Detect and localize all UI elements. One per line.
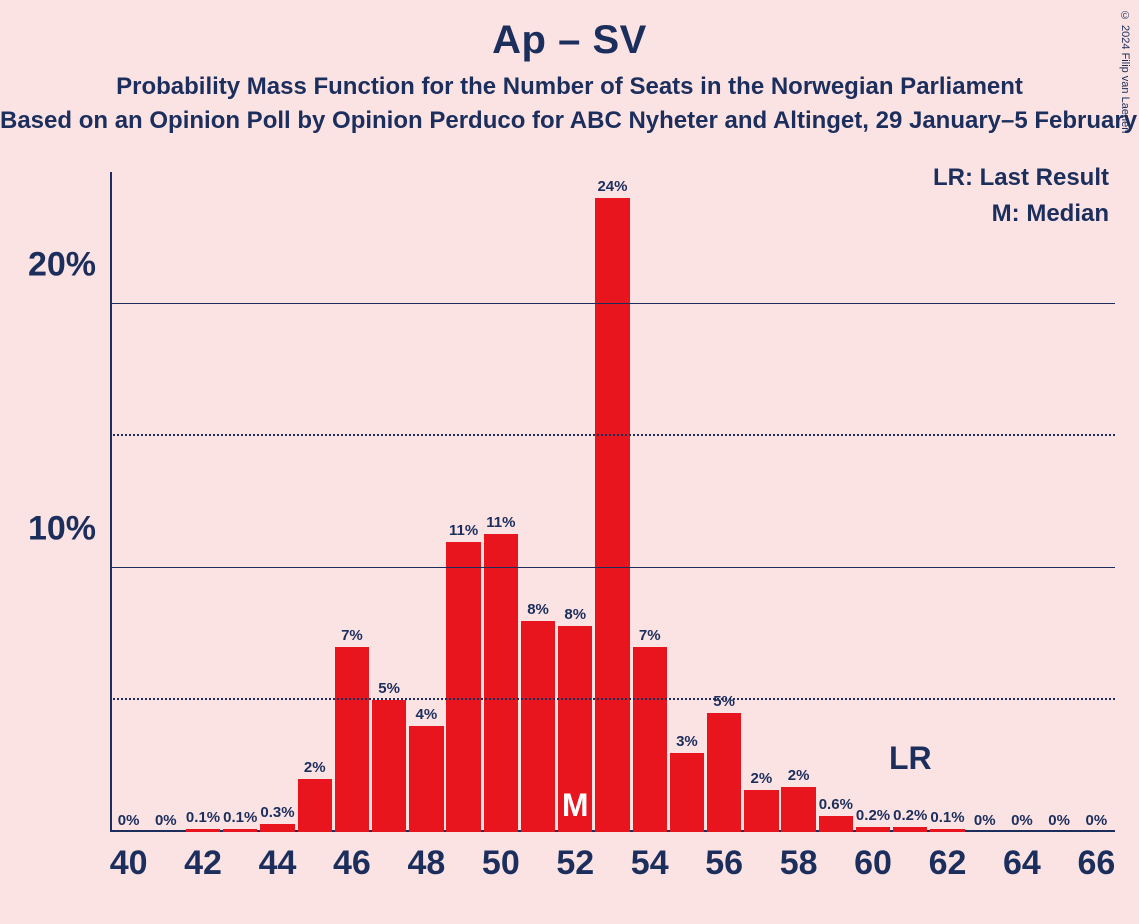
bar-value-label: 11% bbox=[449, 522, 478, 539]
bar: 3% bbox=[670, 753, 704, 832]
bar: 4% bbox=[409, 726, 443, 832]
x-tick-label: 42 bbox=[184, 844, 222, 883]
bar: 11% bbox=[484, 534, 518, 832]
bar: 0.1% bbox=[186, 829, 220, 832]
bar: 0.6% bbox=[819, 816, 853, 832]
bar: 2% bbox=[298, 779, 332, 832]
bar-value-label: 0% bbox=[1048, 812, 1070, 829]
copyright-text: © 2024 Filip van Laenen bbox=[1119, 10, 1131, 133]
bar: 7% bbox=[633, 647, 667, 832]
bar-value-label: 11% bbox=[486, 514, 515, 531]
x-tick-label: 52 bbox=[556, 844, 594, 883]
grid-minor bbox=[110, 434, 1115, 436]
y-tick-label: 10% bbox=[28, 510, 110, 549]
bars-container: 0%0%0.1%0.1%0.3%2%7%5%4%11%11%8%8%M24%7%… bbox=[110, 172, 1115, 832]
x-tick-label: 62 bbox=[929, 844, 967, 883]
x-tick-label: 64 bbox=[1003, 844, 1041, 883]
bar-value-label: 24% bbox=[597, 178, 627, 195]
bar-value-label: 0% bbox=[155, 812, 177, 829]
bar-value-label: 0% bbox=[1086, 812, 1108, 829]
bar: 8% bbox=[521, 621, 555, 832]
chart-subtitle: Probability Mass Function for the Number… bbox=[0, 73, 1139, 101]
bar: 5% bbox=[372, 700, 406, 832]
bar: 24% bbox=[595, 198, 629, 832]
bar-value-label: 0.1% bbox=[186, 809, 220, 826]
bar-value-label: 4% bbox=[416, 706, 438, 723]
x-tick-label: 54 bbox=[631, 844, 669, 883]
bar: 8%M bbox=[558, 626, 592, 832]
bar-value-label: 5% bbox=[378, 680, 400, 697]
bar-value-label: 8% bbox=[527, 601, 549, 618]
bar-value-label: 2% bbox=[304, 759, 326, 776]
last-result-marker: LR bbox=[889, 740, 932, 777]
bar: 0.3% bbox=[260, 824, 294, 832]
x-tick-label: 66 bbox=[1077, 844, 1115, 883]
bar: 2% bbox=[744, 790, 778, 832]
y-tick-label: 20% bbox=[28, 246, 110, 285]
median-marker: M bbox=[562, 787, 589, 824]
chart-title: Ap – SV bbox=[0, 18, 1139, 63]
bar-value-label: 0% bbox=[974, 812, 996, 829]
grid-minor bbox=[110, 698, 1115, 700]
chart-area: 0%0%0.1%0.1%0.3%2%7%5%4%11%11%8%8%M24%7%… bbox=[30, 160, 1119, 904]
grid-major bbox=[110, 303, 1115, 304]
bar: 7% bbox=[335, 647, 369, 832]
bar-value-label: 3% bbox=[676, 733, 698, 750]
bar: 5% bbox=[707, 713, 741, 832]
bar-value-label: 0.6% bbox=[819, 796, 853, 813]
grid-major bbox=[110, 567, 1115, 568]
x-tick-label: 48 bbox=[407, 844, 445, 883]
bar-value-label: 8% bbox=[564, 606, 586, 623]
x-tick-label: 60 bbox=[854, 844, 892, 883]
bar: 0.1% bbox=[930, 829, 964, 832]
bar-value-label: 7% bbox=[341, 627, 363, 644]
bar-value-label: 0.2% bbox=[893, 807, 927, 824]
x-labels: 40 42 44 46 48 50 52 54 56 58 60 62 64 66 bbox=[110, 844, 1115, 894]
bar-value-label: 0.1% bbox=[930, 809, 964, 826]
bar-value-label: 0.3% bbox=[260, 804, 294, 821]
bar-value-label: 0% bbox=[118, 812, 140, 829]
chart-source: Based on an Opinion Poll by Opinion Perd… bbox=[0, 107, 1139, 135]
bar-value-label: 0.1% bbox=[223, 809, 257, 826]
bar-value-label: 5% bbox=[713, 693, 735, 710]
x-tick-label: 50 bbox=[482, 844, 520, 883]
bar-value-label: 0% bbox=[1011, 812, 1033, 829]
bar-value-label: 0.2% bbox=[856, 807, 890, 824]
bar: 0.1% bbox=[223, 829, 257, 832]
x-tick-label: 40 bbox=[110, 844, 148, 883]
x-tick-label: 46 bbox=[333, 844, 371, 883]
bar-value-label: 7% bbox=[639, 627, 661, 644]
bar-value-label: 2% bbox=[751, 770, 773, 787]
x-tick-label: 44 bbox=[259, 844, 297, 883]
bar: 0.2% bbox=[856, 827, 890, 832]
x-tick-label: 56 bbox=[705, 844, 743, 883]
bar: 11% bbox=[446, 542, 480, 832]
bar: 0.2% bbox=[893, 827, 927, 832]
bar-value-label: 2% bbox=[788, 767, 810, 784]
chart-titles: Ap – SV Probability Mass Function for th… bbox=[0, 0, 1139, 135]
x-tick-label: 58 bbox=[780, 844, 818, 883]
plot-area: 0%0%0.1%0.1%0.3%2%7%5%4%11%11%8%8%M24%7%… bbox=[110, 172, 1115, 832]
bar: 2% bbox=[781, 787, 815, 832]
